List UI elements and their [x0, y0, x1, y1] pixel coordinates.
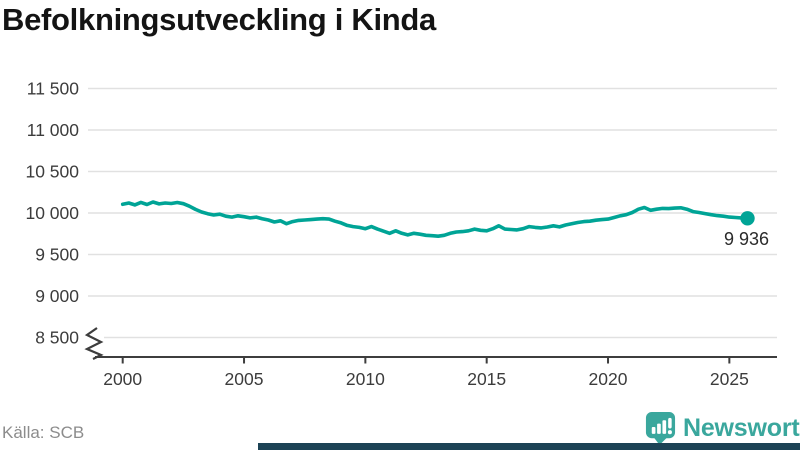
gridlines	[88, 87, 777, 339]
brand-bottom-bar	[258, 443, 800, 450]
population-series-line	[120, 200, 750, 238]
brand-wordmark: Newsworthy	[683, 414, 800, 442]
x-axis-ticks	[121, 357, 731, 364]
y-axis-tick-labels: 8 500 9 000 9 500 10 000 10 500 11 000 11 500	[25, 79, 79, 348]
x-axis-tick-label: 2025	[710, 369, 749, 389]
x-axis-tick-label: 2020	[589, 369, 628, 389]
y-axis-tick-label: 11 000	[27, 120, 79, 140]
x-axis-tick-label: 2010	[346, 369, 385, 389]
source-caption: Källa: SCB	[2, 423, 85, 442]
y-axis-tick-label: 10 000	[25, 203, 79, 223]
x-axis-tick-labels: 2000 2005 2010 2015 2020 2025	[103, 369, 749, 389]
y-axis-tick-label: 9 000	[35, 286, 79, 306]
axis-break-icon	[84, 327, 104, 360]
y-axis-tick-label: 11 500	[27, 79, 79, 99]
y-axis-tick-label: 9 500	[35, 245, 79, 265]
brand-logo: Newsworthy	[644, 410, 800, 447]
y-axis-tick-label: 10 500	[25, 162, 79, 182]
x-axis-tick-label: 2015	[467, 369, 506, 389]
x-axis-tick-label: 2005	[225, 369, 264, 389]
chart-title: Befolkningsutveckling i Kinda	[2, 2, 436, 37]
latest-value-marker	[740, 211, 755, 226]
latest-value-label: 9 936	[724, 229, 769, 249]
newsworthy-icon	[645, 412, 676, 445]
y-axis-tick-label: 8 500	[35, 328, 79, 348]
x-axis-tick-label: 2000	[103, 369, 142, 389]
